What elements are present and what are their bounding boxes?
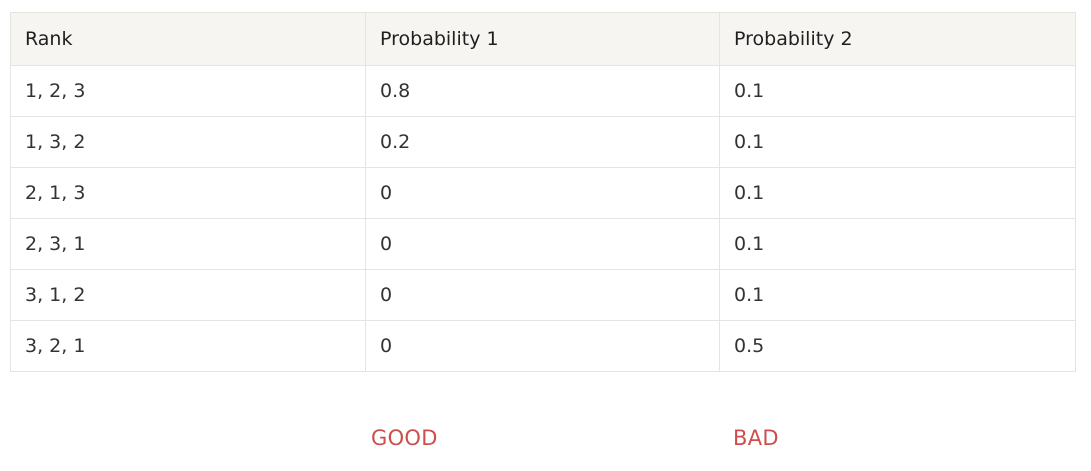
probability-1-cell: 0.2 — [365, 116, 720, 168]
good-label: GOOD — [371, 426, 438, 450]
table-header-row: Rank Probability 1 Probability 2 — [10, 12, 1076, 66]
rank-cell: 1, 3, 2 — [10, 116, 366, 168]
probability-1-cell: 0 — [365, 218, 720, 270]
rank-cell: 3, 1, 2 — [10, 269, 366, 321]
rank-cell: 2, 1, 3 — [10, 167, 366, 219]
rank-cell: 3, 2, 1 — [10, 320, 366, 372]
table-row: 3, 2, 1 0 0.5 — [10, 320, 1076, 372]
column-header-probability-1: Probability 1 — [365, 12, 720, 66]
probability-1-cell: 0 — [365, 269, 720, 321]
table-row: 1, 3, 2 0.2 0.1 — [10, 116, 1076, 168]
probability-2-cell: 0.1 — [719, 269, 1076, 321]
verdict-labels: GOOD BAD — [0, 426, 1091, 456]
probability-1-cell: 0.8 — [365, 65, 720, 117]
table-row: 3, 1, 2 0 0.1 — [10, 269, 1076, 321]
table-row: 2, 1, 3 0 0.1 — [10, 167, 1076, 219]
probability-table: Rank Probability 1 Probability 2 1, 2, 3… — [10, 12, 1076, 372]
probability-2-cell: 0.1 — [719, 218, 1076, 270]
column-header-probability-2: Probability 2 — [719, 12, 1076, 66]
probability-1-cell: 0 — [365, 320, 720, 372]
probability-table-container: Rank Probability 1 Probability 2 1, 2, 3… — [10, 12, 1076, 372]
rank-cell: 2, 3, 1 — [10, 218, 366, 270]
probability-1-cell: 0 — [365, 167, 720, 219]
probability-2-cell: 0.1 — [719, 167, 1076, 219]
table-row: 1, 2, 3 0.8 0.1 — [10, 65, 1076, 117]
probability-2-cell: 0.1 — [719, 116, 1076, 168]
rank-cell: 1, 2, 3 — [10, 65, 366, 117]
probability-2-cell: 0.5 — [719, 320, 1076, 372]
bad-label: BAD — [733, 426, 779, 450]
table-row: 2, 3, 1 0 0.1 — [10, 218, 1076, 270]
column-header-rank: Rank — [10, 12, 366, 66]
probability-2-cell: 0.1 — [719, 65, 1076, 117]
